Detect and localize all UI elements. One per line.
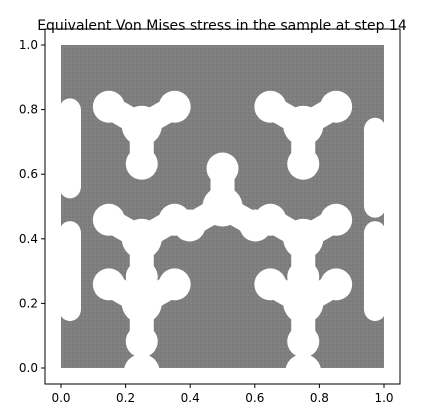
edge-notch-left-upper <box>59 98 81 199</box>
hole-bottom-left <box>92 268 191 358</box>
y-tick-label: 0.6 <box>19 167 38 181</box>
hole-bottom-right <box>254 268 353 358</box>
edge-notch-right-upper <box>364 117 386 218</box>
y-tick-label: 0.4 <box>19 232 38 246</box>
edge-notch-bottom-1 <box>123 354 160 390</box>
x-tick-label: 0.2 <box>116 391 135 405</box>
x-axis: 0.0 0.2 0.4 0.6 0.8 1.0 <box>51 384 394 405</box>
y-tick-label: 0.8 <box>19 103 38 117</box>
hole-middle-left <box>92 203 191 293</box>
y-tick-label: 1.0 <box>19 38 38 52</box>
plot-area <box>59 45 386 390</box>
axes-frame <box>44 28 401 385</box>
hole-top-left <box>92 90 191 180</box>
y-axis: 0.0 0.2 0.4 0.6 0.8 1.0 <box>19 38 45 375</box>
edge-notch-right-lower <box>364 221 386 322</box>
x-tick-label: 1.0 <box>374 391 393 405</box>
hole-middle-right <box>254 203 353 293</box>
x-tick-label: 0.6 <box>245 391 264 405</box>
x-tick-label: 0.8 <box>310 391 329 405</box>
y-tick-label: 0.2 <box>19 296 38 310</box>
hole-top-right <box>254 90 353 180</box>
edge-notch-bottom-2 <box>285 354 322 390</box>
x-tick-label: 0.0 <box>51 391 70 405</box>
y-tick-label: 0.0 <box>19 361 38 375</box>
x-tick-label: 0.4 <box>181 391 200 405</box>
chart-title: Equivalent Von Mises stress in the sampl… <box>37 18 407 34</box>
edge-notch-left-lower <box>59 221 81 322</box>
